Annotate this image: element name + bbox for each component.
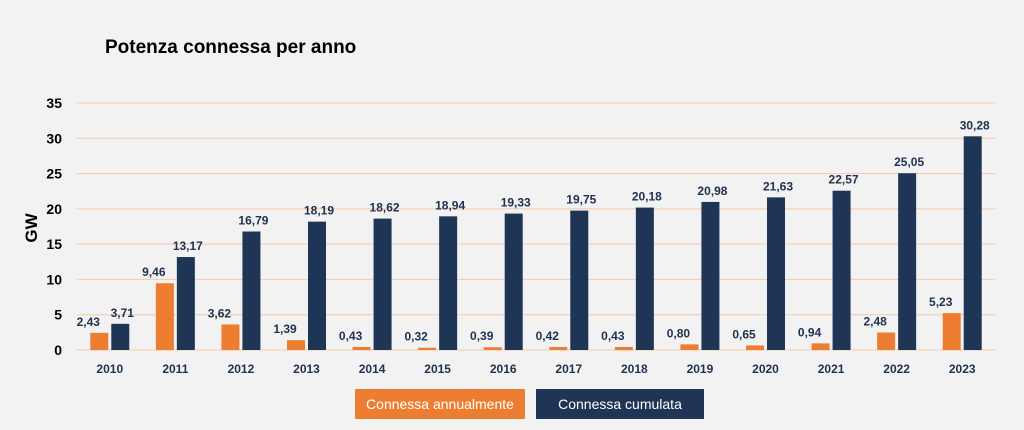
x-tick-label: 2019: [687, 362, 714, 376]
bar-cumulative: [373, 218, 392, 350]
data-label-cumulative: 30,28: [960, 118, 990, 132]
x-tick-label: 2018: [621, 362, 648, 376]
data-label-cumulative: 16,79: [238, 214, 268, 228]
data-label-cumulative: 22,57: [829, 173, 859, 187]
x-tick-label: 2020: [752, 362, 779, 376]
bar-annual: [549, 347, 568, 350]
chart-title: Potenza connessa per anno: [105, 37, 356, 58]
bar-annual: [155, 283, 174, 350]
data-label-annual: 0,43: [601, 329, 625, 343]
legend-label-cumulative: Connessa cumulata: [558, 396, 682, 412]
y-tick-label: 0: [54, 342, 62, 358]
x-tick-label: 2022: [883, 362, 910, 376]
y-tick-label: 20: [46, 201, 62, 217]
data-label-cumulative: 20,98: [697, 184, 727, 198]
bar-annual: [418, 347, 437, 350]
data-label-cumulative: 21,63: [763, 179, 793, 193]
data-label-cumulative: 20,18: [632, 190, 662, 204]
x-tick-label: 2014: [359, 362, 386, 376]
gridlines: [77, 102, 995, 351]
data-label-cumulative: 25,05: [894, 155, 924, 169]
bar-annual: [352, 346, 371, 350]
y-axis-label: GW: [22, 212, 41, 242]
bar-annual: [614, 346, 633, 350]
bar-annual: [483, 347, 502, 350]
data-label-annual: 5,23: [929, 295, 953, 309]
data-label-annual: 0,32: [404, 330, 428, 344]
y-tick-label: 15: [46, 236, 62, 252]
bar-cumulative: [963, 136, 982, 350]
data-label-annual: 2,43: [77, 315, 101, 329]
data-label-cumulative: 19,75: [566, 193, 596, 207]
bar-cumulative: [242, 231, 261, 350]
bar-cumulative: [176, 257, 195, 350]
legend-item-annual: Connessa annualmente: [355, 389, 525, 419]
bar-cumulative: [570, 210, 589, 350]
bar-cumulative: [635, 207, 654, 350]
data-label-cumulative: 19,33: [501, 196, 531, 210]
data-label-annual: 2,48: [863, 314, 887, 328]
bar-annual: [746, 345, 764, 350]
y-axis-ticks: 0 5 10 15 20 25 30 35: [46, 95, 62, 358]
legend-item-cumulative: Connessa cumulata: [536, 389, 704, 419]
data-label-cumulative: 18,94: [435, 198, 465, 212]
data-labels: 2,43 3,71 9,46 13,17 3,62 16,79 1,39 18,19 0,43 1…: [77, 118, 990, 343]
x-tick-label: 2013: [293, 362, 320, 376]
bar-cumulative: [308, 221, 326, 350]
x-tick-label: 2012: [228, 362, 255, 376]
data-label-annual: 0,80: [667, 326, 691, 340]
y-tick-label: 30: [46, 130, 62, 146]
data-label-annual: 3,62: [208, 306, 232, 320]
bar-annual: [287, 340, 305, 350]
data-label-annual: 0,39: [470, 329, 494, 343]
x-tick-label: 2010: [96, 362, 123, 376]
x-tick-label: 2016: [490, 362, 517, 376]
bar-cumulative: [111, 323, 130, 350]
y-tick-label: 35: [46, 95, 62, 111]
y-tick-label: 10: [46, 271, 62, 287]
data-label-cumulative: 18,62: [370, 201, 400, 215]
bar-cumulative: [701, 201, 720, 350]
x-tick-label: 2015: [424, 362, 451, 376]
bar-cumulative: [504, 213, 523, 350]
x-tick-label: 2021: [818, 362, 845, 376]
data-label-annual: 0,65: [732, 327, 756, 341]
data-label-annual: 9,46: [142, 265, 166, 279]
bar-annual: [877, 332, 896, 350]
data-label-annual: 1,39: [273, 322, 297, 336]
data-label-cumulative: 18,19: [304, 204, 334, 218]
data-label-annual: 0,42: [536, 329, 560, 343]
data-label-annual: 0,94: [798, 325, 822, 339]
x-tick-label: 2011: [162, 362, 188, 376]
bar-cumulative: [832, 190, 851, 350]
bar-cumulative: [898, 173, 917, 350]
y-tick-label: 25: [46, 166, 62, 182]
bar-cumulative: [767, 197, 785, 350]
x-tick-label: 2017: [555, 362, 582, 376]
bar-annual: [811, 343, 830, 350]
x-axis-ticks: 2010 2011 2012 2013 2014 2015 2016 2017 2018 2019…: [96, 362, 975, 376]
data-label-cumulative: 3,71: [111, 306, 135, 320]
legend-label-annual: Connessa annualmente: [366, 396, 514, 412]
bar-annual: [221, 324, 240, 350]
data-label-annual: 0,43: [339, 329, 363, 343]
bars: [90, 136, 982, 350]
data-label-cumulative: 13,17: [173, 239, 203, 253]
bar-cumulative: [439, 216, 458, 350]
bar-annual: [90, 332, 109, 350]
y-tick-label: 5: [54, 307, 62, 323]
bar-annual: [942, 313, 961, 350]
bar-annual: [680, 344, 699, 350]
x-tick-label: 2023: [949, 362, 976, 376]
